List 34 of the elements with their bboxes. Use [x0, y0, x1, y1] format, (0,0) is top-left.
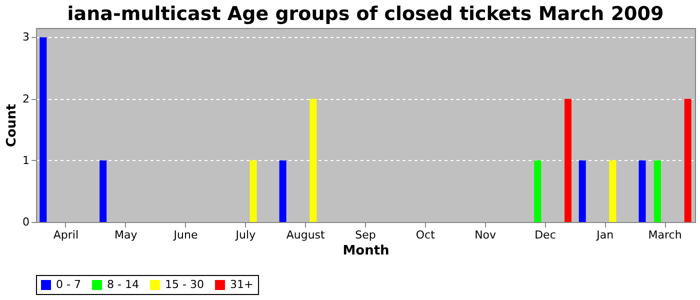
x-tick-label: Oct: [416, 228, 436, 242]
bar: [564, 98, 572, 222]
bar: [40, 37, 47, 222]
bar: [534, 160, 542, 222]
x-axis-title: Month: [342, 244, 390, 258]
x-tick-label: Dec: [534, 228, 556, 242]
y-tick-label: 0: [22, 216, 30, 228]
bar: [654, 160, 661, 222]
chart-title: iana-multicast Age groups of closed tickets March 2009: [67, 3, 664, 25]
bar: [578, 160, 586, 222]
x-tick-label: Jan: [596, 228, 614, 242]
bar: [638, 160, 646, 222]
legend-label: 0 - 7: [56, 278, 81, 291]
bar: [684, 98, 692, 222]
bar: [310, 98, 317, 222]
y-axis-title: Count: [4, 104, 20, 148]
x-tick-label: March: [648, 228, 682, 242]
x-tick-label: June: [172, 228, 198, 242]
x-tick-label: July: [234, 228, 256, 242]
y-tick-label: 3: [22, 30, 30, 44]
bar: [609, 160, 616, 222]
y-tick-label: 1: [22, 154, 30, 167]
x-tick-label: Nov: [474, 228, 497, 242]
bar: [100, 160, 107, 222]
x-tick-label: Sep: [355, 228, 376, 242]
y-tick-label: 2: [22, 92, 30, 106]
x-tick-label: May: [114, 228, 138, 242]
x-tick-label: April: [53, 228, 79, 242]
bar: [250, 160, 257, 222]
legend-label: 31+: [230, 278, 254, 291]
bar: [279, 160, 286, 222]
x-tick-label: August: [286, 228, 326, 242]
legend-label: 15 - 30: [165, 278, 204, 291]
legend-label: 8 - 14: [107, 278, 139, 291]
